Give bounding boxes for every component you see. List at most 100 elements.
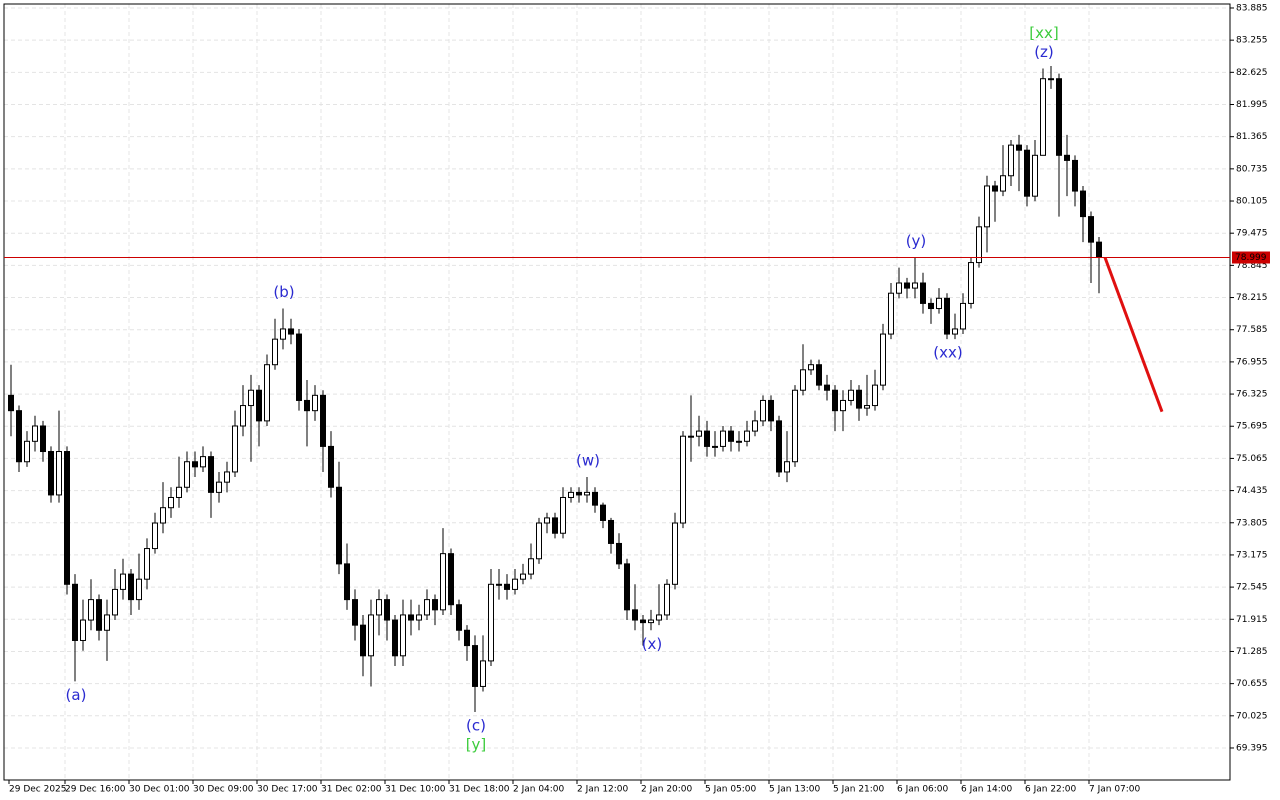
candle-body <box>408 614 414 621</box>
candle-body <box>16 410 22 463</box>
candle-body <box>232 425 238 473</box>
candle-body <box>920 282 926 304</box>
candle-body <box>56 451 62 496</box>
candle-body <box>392 619 398 657</box>
candle-body <box>120 573 126 590</box>
candle-body <box>352 599 358 626</box>
candle-body <box>96 599 102 631</box>
y-tick-label: 71.915 <box>1236 615 1268 625</box>
candle-body <box>328 445 334 488</box>
candle-body <box>136 578 142 601</box>
x-tick-label: 5 Jan 13:00 <box>769 785 821 795</box>
candle-body <box>320 394 326 447</box>
candle-body <box>648 619 654 624</box>
candle-body <box>216 481 222 493</box>
y-tick-label: 75.695 <box>1236 422 1268 432</box>
candle-body <box>952 328 958 335</box>
plot-frame <box>3 3 1231 781</box>
candle-body <box>744 430 750 442</box>
candle-body <box>688 435 694 438</box>
candle-body <box>984 185 990 228</box>
x-tick-label: 5 Jan 21:00 <box>833 785 885 795</box>
candle-body <box>888 292 894 335</box>
x-tick-label: 30 Dec 17:00 <box>257 785 318 795</box>
wave-label: (c) <box>466 716 486 734</box>
x-tick-label: 7 Jan 07:00 <box>1089 785 1141 795</box>
wave-label: (xx) <box>933 344 962 362</box>
wave-label: [xx] <box>1029 24 1058 42</box>
y-tick-label: 76.325 <box>1236 390 1268 400</box>
x-tick-label: 31 Dec 10:00 <box>385 785 446 795</box>
y-tick-label: 74.435 <box>1236 486 1268 496</box>
x-tick-label: 29 Dec 16:00 <box>65 785 126 795</box>
candle-body <box>520 573 526 580</box>
candle-body <box>40 425 46 453</box>
candle-body <box>144 548 150 580</box>
candle-body <box>184 461 190 488</box>
candle-body <box>248 389 254 407</box>
y-tick-label: 78.845 <box>1236 261 1268 271</box>
candle-body <box>808 364 814 371</box>
candle-body <box>344 563 350 601</box>
candle-body <box>1056 78 1062 156</box>
candle-body <box>552 517 558 534</box>
x-tick-label: 6 Jan 22:00 <box>1025 785 1077 795</box>
candle-body <box>1096 241 1102 259</box>
candle-body <box>8 394 14 412</box>
y-tick-label: 78.215 <box>1236 293 1268 303</box>
candle-body <box>880 333 886 386</box>
last-price-label: 78.999 <box>1235 253 1267 263</box>
candle-body <box>416 614 422 621</box>
candle-body <box>576 491 582 496</box>
candle-body <box>912 282 918 289</box>
wave-label: (w) <box>576 452 600 470</box>
candle-body <box>968 262 974 304</box>
y-tick-label: 82.625 <box>1236 68 1268 78</box>
x-tick-label: 31 Dec 02:00 <box>321 785 382 795</box>
candle-body <box>264 364 270 422</box>
wave-label: (x) <box>642 635 663 653</box>
y-tick-label: 69.395 <box>1236 743 1268 753</box>
candle-body <box>856 389 862 409</box>
candle-body <box>560 496 566 534</box>
y-tick-label: 80.105 <box>1236 197 1268 207</box>
candle-body <box>480 660 486 687</box>
candle-body <box>728 430 734 442</box>
y-tick-label: 81.365 <box>1236 132 1268 142</box>
candle-body <box>640 619 646 624</box>
candle-body <box>312 394 318 412</box>
candle-body <box>776 420 782 473</box>
candle-body <box>824 384 830 391</box>
candle-body <box>568 491 574 498</box>
candle-body <box>584 491 590 496</box>
candle-body <box>784 461 790 473</box>
y-tick-label: 73.805 <box>1236 518 1268 528</box>
candle-body <box>504 583 510 590</box>
candle-body <box>752 420 758 432</box>
candle-body <box>656 614 662 621</box>
candle-body <box>304 399 310 412</box>
candle-body <box>704 430 710 447</box>
candle-body <box>848 389 854 401</box>
wave-label: [y] <box>466 735 487 753</box>
y-tick-label: 70.655 <box>1236 679 1268 689</box>
candle-body <box>512 578 518 590</box>
candle-body <box>296 333 302 401</box>
x-tick-label: 29 Dec 2025 <box>9 785 67 795</box>
candle-body <box>1088 216 1094 243</box>
candle-body <box>488 583 494 662</box>
y-tick-label: 83.255 <box>1236 36 1268 46</box>
x-tick-label: 30 Dec 01:00 <box>129 785 190 795</box>
candle-body <box>128 573 134 601</box>
candle-body <box>712 445 718 448</box>
candle-body <box>288 328 294 335</box>
candle-body <box>496 583 502 586</box>
last-price-box <box>1232 251 1270 264</box>
x-tick-label: 2 Jan 12:00 <box>577 785 629 795</box>
candle-body <box>600 504 606 521</box>
y-tick-label: 71.285 <box>1236 647 1268 657</box>
candle-body <box>192 461 198 468</box>
y-tick-label: 80.735 <box>1236 164 1268 174</box>
